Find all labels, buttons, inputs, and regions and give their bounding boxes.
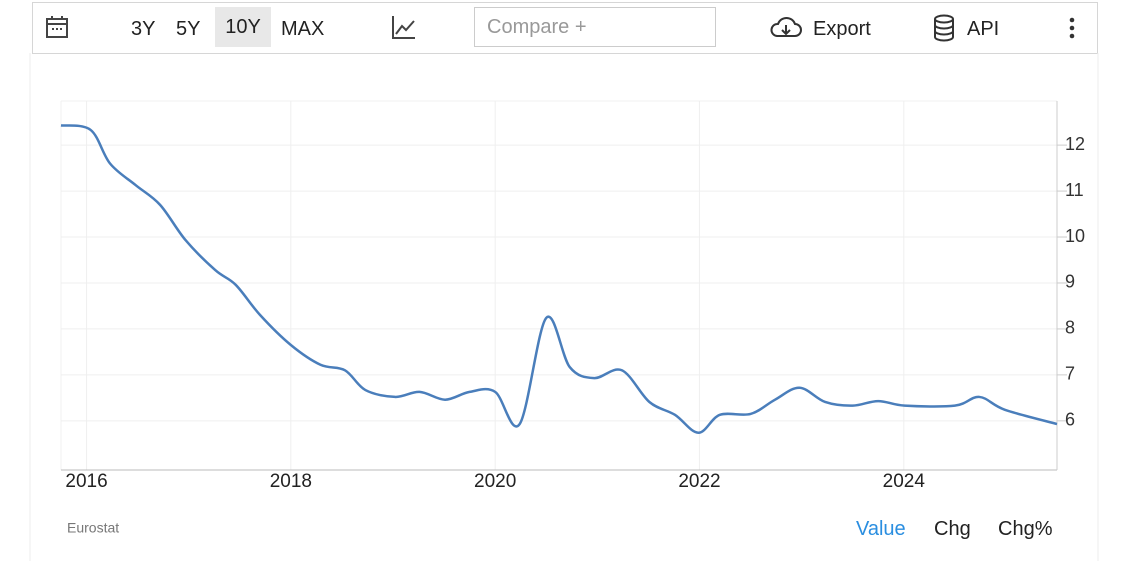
x-tick-label: 2022 xyxy=(678,471,720,492)
x-tick-label: 2016 xyxy=(65,471,107,492)
export-button[interactable]: Export xyxy=(813,18,871,40)
range-button[interactable]: 5Y xyxy=(176,18,201,40)
data-line xyxy=(60,124,1058,435)
x-tick-label: 2024 xyxy=(883,471,926,492)
y-tick-label: 9 xyxy=(1065,272,1075,292)
range-button[interactable]: 10Y xyxy=(215,7,271,47)
range-button[interactable]: 3Y xyxy=(131,18,156,40)
toolbar: 3Y 5Y 10Y MAX Compare + Export API xyxy=(32,2,1098,54)
y-tick-label: 12 xyxy=(1065,134,1085,154)
y-tick-label: 6 xyxy=(1065,410,1075,430)
api-button[interactable]: API xyxy=(967,18,1000,40)
source: Eurostat xyxy=(67,520,119,536)
menu-icon[interactable] xyxy=(1068,16,1076,42)
y-tick-label: 10 xyxy=(1065,226,1085,246)
calendar-icon[interactable] xyxy=(45,15,71,41)
export-icon[interactable] xyxy=(769,15,803,41)
range-button[interactable]: MAX xyxy=(281,18,325,40)
y-tick-label: 11 xyxy=(1065,180,1084,200)
x-tick-label: 2018 xyxy=(270,471,312,492)
api-icon[interactable] xyxy=(932,14,956,42)
chart-type-icon[interactable] xyxy=(391,15,417,41)
y-tick-label: 7 xyxy=(1065,364,1075,384)
x-tick-label: 2020 xyxy=(474,471,516,492)
view-button[interactable]: Chg% xyxy=(998,518,1053,540)
compare-input[interactable]: Compare + xyxy=(474,7,716,47)
view-button[interactable]: Value xyxy=(856,518,906,540)
y-tick-label: 8 xyxy=(1065,318,1075,338)
view-button[interactable]: Chg xyxy=(934,518,971,540)
